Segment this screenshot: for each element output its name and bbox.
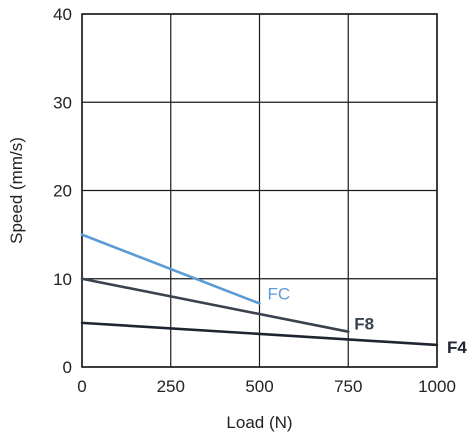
plot-frame: [81, 13, 438, 368]
series-label-f4: F4: [447, 338, 467, 357]
y-tick-label-4: 40: [53, 5, 72, 24]
series-line-f8: [80, 277, 350, 334]
x-tick-labels: 0 250 500 750 1000: [77, 377, 456, 396]
x-tick-label-3: 750: [334, 377, 362, 396]
x-tick-label-1: 250: [157, 377, 185, 396]
y-tick-label-2: 20: [53, 182, 72, 201]
series-label-fc: FC: [268, 284, 291, 303]
x-tick-label-2: 500: [245, 377, 273, 396]
series-line-fc: [80, 233, 261, 305]
series-label-f8: F8: [354, 315, 374, 334]
series-lines: [80, 233, 439, 347]
x-tick-label-0: 0: [77, 377, 86, 396]
y-tick-label-3: 30: [53, 93, 72, 112]
x-tick-label-4: 1000: [418, 377, 456, 396]
x-axis-label: Load (N): [226, 413, 292, 432]
y-tick-labels: 0 10 20 30 40: [53, 5, 72, 377]
series-line-f4: [80, 321, 439, 347]
y-tick-label-1: 10: [53, 270, 72, 289]
series-labels: FC F8 F4: [268, 284, 468, 356]
y-axis-label: Speed (mm/s): [7, 137, 26, 244]
y-tick-label-0: 0: [63, 358, 72, 377]
